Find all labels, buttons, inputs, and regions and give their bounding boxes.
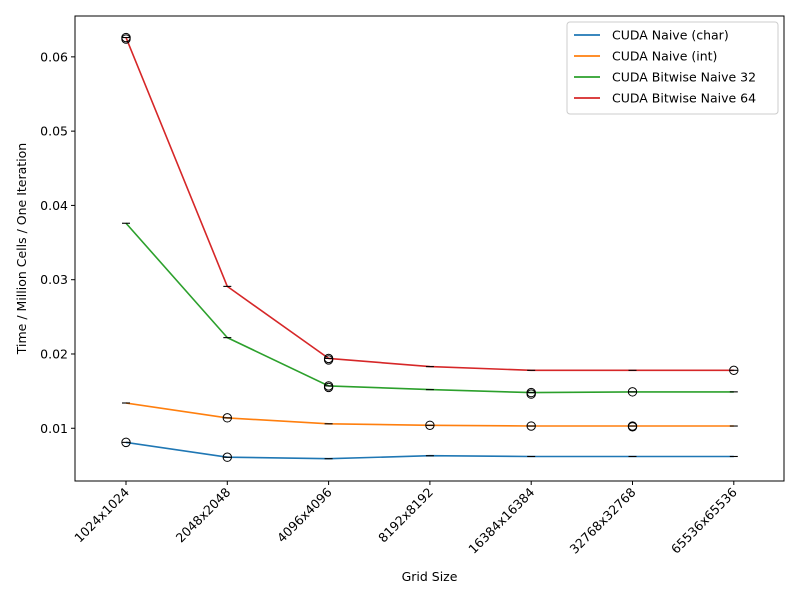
y-tick-label: 0.01 — [40, 421, 68, 436]
outlier-marker-1-2 — [526, 421, 536, 431]
outlier-marker-3-3 — [323, 355, 334, 365]
outlier-marker-0-1 — [222, 452, 233, 462]
outlier-marker-1-1 — [425, 420, 435, 430]
y-axis-label: Time / Million Cells / One Iteration — [14, 143, 29, 355]
legend: CUDA Naive (char) CUDA Naive (int) CUDA Bi… — [566, 21, 779, 115]
x-axis-label: Grid Size — [402, 569, 458, 584]
legend-label-1: CUDA Naive (int) — [612, 49, 717, 64]
outlier-marker-2-4 — [627, 387, 638, 397]
y-tick-label: 0.02 — [40, 346, 68, 361]
legend-label-0: CUDA Naive (char) — [612, 28, 729, 43]
y-tick-label: 0.05 — [40, 124, 68, 139]
y-tick-label: 0.03 — [40, 272, 68, 287]
outlier-marker-0-0 — [121, 437, 131, 448]
outlier-marker-3-4 — [729, 365, 739, 376]
outlier-marker-2-3 — [526, 389, 536, 399]
legend-label-3: CUDA Bitwise Naive 64 — [612, 91, 756, 106]
outlier-marker-2-1 — [323, 382, 334, 393]
y-tick-label: 0.04 — [40, 198, 68, 213]
legend-label-2: CUDA Bitwise Naive 32 — [612, 70, 756, 85]
y-tick-label: 0.06 — [40, 49, 68, 64]
outlier-marker-3-1 — [121, 34, 131, 44]
outlier-marker-1-4 — [627, 422, 638, 432]
plot-marks — [121, 32, 739, 462]
legend-box — [566, 21, 779, 115]
outlier-marker-1-0 — [222, 413, 233, 423]
